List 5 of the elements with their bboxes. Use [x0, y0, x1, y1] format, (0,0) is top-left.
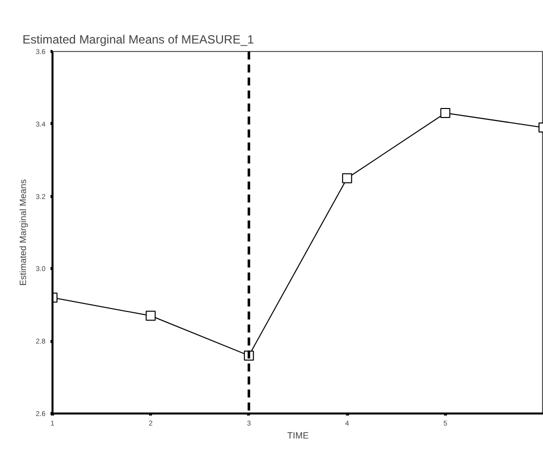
x-axis-title: TIME — [287, 430, 309, 440]
y-axis-title: Estimated Marginal Means — [18, 178, 28, 286]
point — [342, 173, 352, 184]
chart-title: Estimated Marginal Means of MEASURE_1 — [22, 32, 254, 46]
point — [146, 310, 156, 321]
